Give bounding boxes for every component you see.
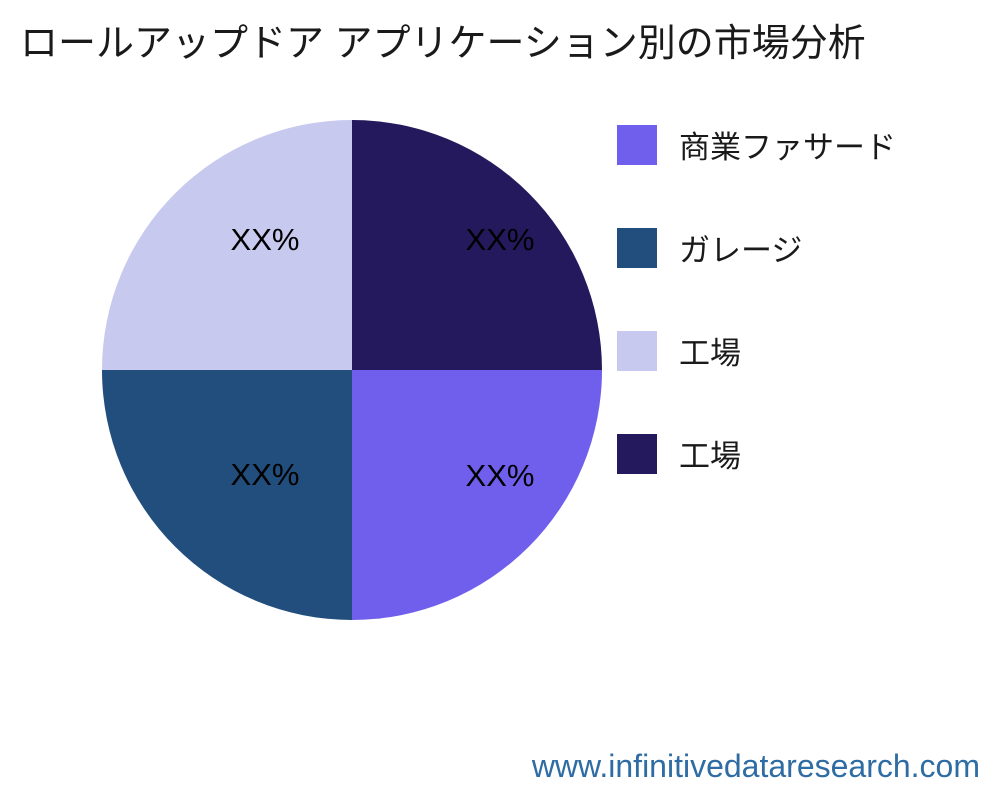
legend-swatch-0	[617, 124, 657, 165]
legend-label-0: 商業ファサード	[679, 130, 896, 165]
chart-legend: 商業ファサード ガレージ 工場 工場	[617, 122, 896, 476]
legend-swatch-1	[617, 227, 657, 268]
watermark-url: www.infinitivedataresearch.com	[531, 748, 980, 784]
legend-label-1: ガレージ	[679, 233, 803, 268]
pie-chart: XX% XX% XX% XX%	[102, 120, 602, 620]
pie-slice-label-0: XX%	[465, 458, 535, 493]
legend-item-3: 工場	[617, 431, 896, 476]
pie-slice-label-3: XX%	[465, 222, 535, 257]
pie-slice-2	[102, 120, 352, 370]
legend-label-3: 工場	[679, 439, 741, 474]
pie-slice-label-1: XX%	[230, 457, 300, 492]
legend-item-2: 工場	[617, 328, 896, 373]
legend-item-1: ガレージ	[617, 225, 896, 270]
pie-slice-label-2: XX%	[230, 222, 300, 257]
pie-slice-1	[102, 370, 352, 620]
legend-swatch-3	[617, 433, 657, 474]
legend-item-0: 商業ファサード	[617, 122, 896, 167]
pie-slice-3	[352, 120, 602, 370]
legend-label-2: 工場	[679, 336, 741, 371]
chart-title: ロールアップドア アプリケーション別の市場分析	[20, 23, 866, 65]
legend-swatch-2	[617, 330, 657, 371]
pie-slice-0	[352, 370, 602, 620]
pie-svg	[102, 120, 602, 620]
